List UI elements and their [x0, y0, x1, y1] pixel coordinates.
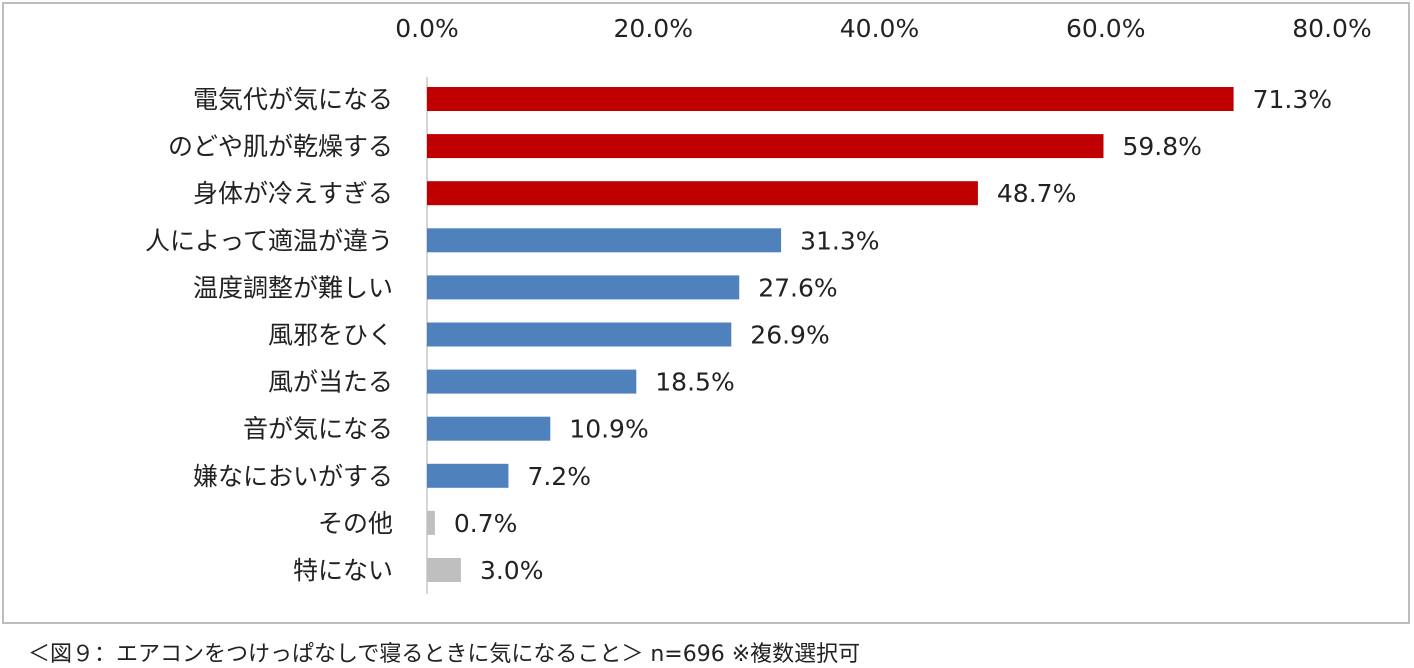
category-label: 風が当たる [268, 368, 393, 397]
bar [427, 228, 782, 253]
data-label: 27.6% [758, 273, 837, 302]
bar-chart: 0.0% 20.0% 40.0% 60.0% 80.0% 電気代が気になる 71.3% のどや… [145, 14, 1372, 594]
data-label: 3.0% [480, 556, 544, 585]
x-tick-label: 20.0% [614, 14, 693, 43]
bar [427, 87, 1234, 111]
bar [427, 134, 1104, 159]
x-tick-label: 0.0% [395, 14, 459, 43]
bar [427, 369, 637, 394]
bar [427, 181, 978, 206]
category-label: 人によって適温が違う [145, 226, 393, 255]
bar [427, 510, 435, 535]
category-label: のどや肌が乾燥する [168, 132, 393, 161]
x-tick-label: 40.0% [840, 14, 919, 43]
bar [427, 558, 461, 582]
data-label: 71.3% [1253, 85, 1332, 114]
data-label: 26.9% [750, 321, 829, 350]
x-tick-label: 80.0% [1292, 14, 1371, 43]
bar [427, 416, 551, 441]
category-label: 温度調整が難しい [193, 273, 393, 302]
data-label: 18.5% [655, 368, 734, 397]
data-label: 0.7% [454, 509, 518, 538]
category-label: 風邪をひく [268, 321, 393, 350]
bar [427, 275, 740, 300]
data-label: 7.2% [527, 462, 591, 491]
data-label: 48.7% [997, 179, 1076, 208]
category-label: 身体が冷えすぎる [193, 179, 393, 208]
data-label: 31.3% [800, 226, 879, 255]
x-tick-label: 60.0% [1066, 14, 1145, 43]
data-label: 59.8% [1122, 132, 1201, 161]
bar [427, 322, 732, 347]
category-label: 音が気になる [243, 415, 393, 444]
figure-caption: ＜図９：エアコンをつけっぱなしで寝るときに気になること＞ n=696 ※複数選択… [28, 642, 861, 667]
bar [427, 463, 509, 488]
category-label: その他 [318, 509, 393, 538]
category-label: 特にない [293, 556, 393, 585]
category-label: 電気代が気になる [193, 85, 393, 114]
category-label: 嫌なにおいがする [193, 462, 393, 491]
chart-frame: 0.0% 20.0% 40.0% 60.0% 80.0% 電気代が気になる 71.3% のどや… [2, 2, 1410, 624]
data-label: 10.9% [569, 415, 648, 444]
